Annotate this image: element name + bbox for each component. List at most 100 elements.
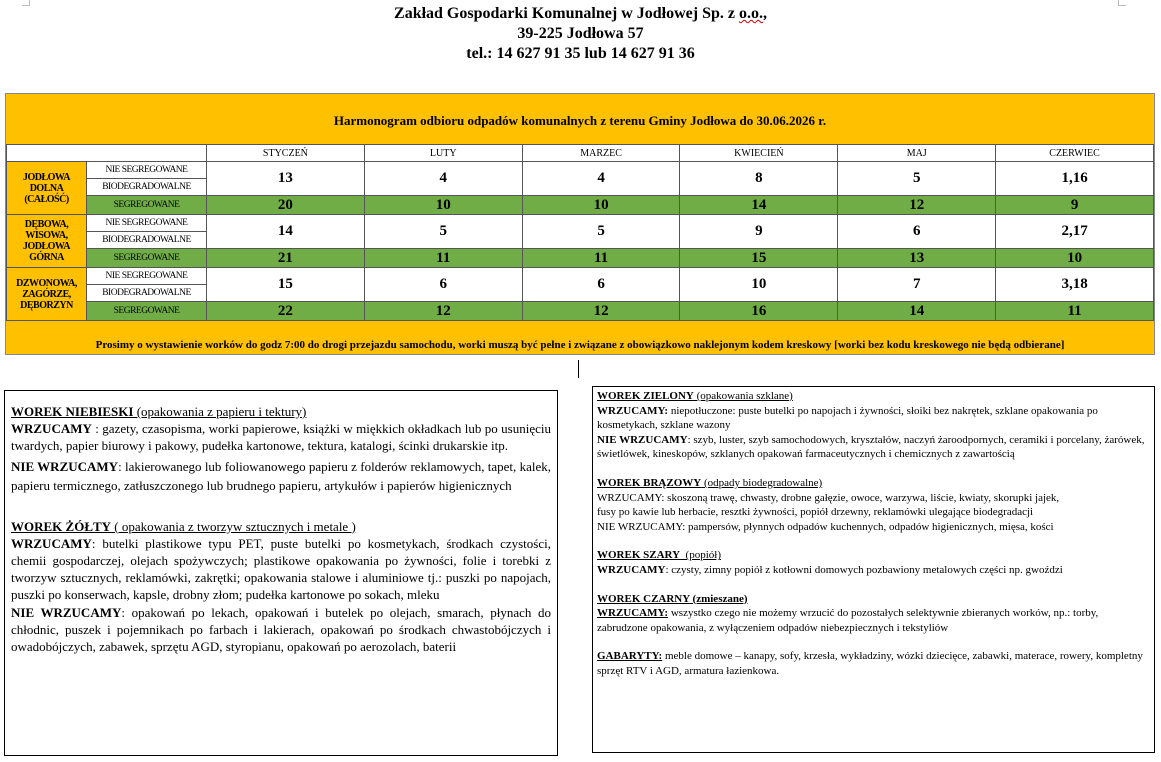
- right-info-box: WOREK ZIELONY (opakowania szklane) WRZUC…: [592, 386, 1155, 753]
- blue-bag-section: WOREK NIEBIESKI (opakowania z papieru i …: [11, 403, 551, 496]
- segregated-date: 14: [837, 301, 997, 321]
- grey-bag-subtitle: (popiół): [680, 549, 721, 562]
- schedule-footer-note: Prosimy o wystawienie worków do godz 7:0…: [95, 339, 1065, 351]
- blue-bag-title: WOREK NIEBIESKI: [11, 404, 134, 419]
- black-bag-section: WOREK CZARNY (zmieszane) WRZUCAMY: wszys…: [597, 592, 1150, 636]
- green-out-label: NIE WRZUCAMY: [597, 433, 688, 446]
- mixed-bio-date: 10: [679, 267, 839, 302]
- segregated-date: 9: [995, 195, 1154, 215]
- table-row: BIODEGRADOWALNE: [7, 178, 1154, 196]
- mixed-bio-date: 14: [206, 214, 365, 249]
- page-corner-mark: [1118, 0, 1126, 6]
- mixed-bio-date: 2,17: [995, 214, 1154, 249]
- yellow-out-text: : opakowań po lekach, opakowań i butelek…: [11, 604, 552, 655]
- segregated-date: 11: [363, 248, 523, 268]
- header-blank: [6, 144, 207, 162]
- segregated-date: 12: [363, 301, 523, 321]
- company-header: Zakład Gospodarki Komunalnej w Jodłowej …: [0, 4, 1161, 64]
- mixed-bio-date: 7: [837, 267, 997, 302]
- brown-bag-section: WOREK BRĄZOWY (odpady biodegradowalne) W…: [597, 476, 1150, 534]
- mixed-bio-date: 8: [679, 161, 839, 196]
- blue-in-text: : gazety, czasopisma, worki papierowe, k…: [11, 421, 551, 454]
- type-segregated: SEGREGOWANE: [86, 195, 207, 215]
- grey-in-text: : czysty, zimny popiół z kotłowni domowy…: [665, 563, 1063, 576]
- type-bio: BIODEGRADOWALNE: [86, 178, 207, 196]
- segregated-date: 22: [206, 301, 365, 321]
- segregated-date: 14: [679, 195, 839, 215]
- table-row: JODŁOWA DOLNA (CAŁOŚĆ) NIE SEGREGOWANE 13 4…: [6, 161, 1154, 215]
- mixed-bio-date: 4: [521, 161, 681, 196]
- table-row: DĘBOWA, WISOWA, JODŁOWA GÓRNA NIE SEGREGO…: [6, 214, 1154, 268]
- month-header: CZERWIEC: [995, 144, 1154, 162]
- mixed-bio-date: 13: [206, 161, 365, 196]
- black-bag-subtitle: (zmieszane): [689, 592, 748, 605]
- type-mixed: NIE SEGREGOWANE: [86, 267, 207, 285]
- mixed-bio-date: 5: [363, 214, 523, 249]
- yellow-in-label: WRZUCAMY: [11, 535, 92, 551]
- green-bag-subtitle: (opakowania szklane): [693, 390, 793, 402]
- yellow-out-label: NIE WRZUCAMY: [11, 604, 122, 620]
- region-name: JODŁOWA DOLNA (CAŁOŚĆ): [6, 161, 87, 215]
- company-phone: tel.: 14 627 91 35 lub 14 627 91 36: [466, 45, 695, 62]
- type-segregated: SEGREGOWANE: [86, 248, 207, 268]
- green-in-label: WRZUCAMY:: [597, 404, 669, 417]
- mixed-bio-date: 1,16: [995, 161, 1154, 196]
- grey-bag-title: WOREK SZARY: [597, 549, 681, 562]
- blue-bag-subtitle: (opakowania z papieru i tektury): [133, 404, 307, 419]
- region-name: DĘBOWA, WISOWA, JODŁOWA GÓRNA: [6, 214, 87, 268]
- mixed-bio-date: 4: [363, 161, 523, 196]
- mixed-bio-date: 5: [521, 214, 681, 249]
- black-in-label: WRZUCAMY:: [597, 607, 669, 620]
- blue-in-label: WRZUCAMY: [11, 421, 92, 437]
- yellow-bag-subtitle: ( opakowania z tworzyw sztucznych i meta…: [111, 518, 356, 534]
- segregated-date: 10: [363, 195, 523, 215]
- table-row: BIODEGRADOWALNE: [7, 231, 1154, 249]
- yellow-bag-section: WOREK ŻÓŁTY ( opakowania z tworzyw sztuc…: [11, 518, 551, 656]
- month-header: STYCZEŃ: [206, 144, 365, 162]
- mixed-bio-date: 6: [837, 214, 997, 249]
- type-bio: BIODEGRADOWALNE: [86, 284, 207, 302]
- yellow-in-text: : butelki plastikowe typu PET, puste but…: [11, 535, 551, 603]
- company-address: 39-225 Jodłowa 57: [517, 25, 644, 42]
- black-bag-title: WOREK CZARNY: [597, 592, 690, 605]
- month-header: MAJ: [837, 144, 997, 162]
- green-out-text: : szyb, luster, szyb samochodowych, krys…: [597, 433, 1145, 461]
- segregated-date: 15: [679, 248, 839, 268]
- blue-out-text: : lakierowanego lub foliowanowego papier…: [11, 458, 552, 494]
- schedule-table: STYCZEŃ LUTY MARZEC KWIECIEŃ MAJ CZERWIEC JODŁ…: [6, 144, 1154, 321]
- segregated-date: 13: [837, 248, 997, 268]
- segregated-date: 20: [206, 195, 365, 215]
- blue-out-label: NIE WRZUCAMY: [11, 458, 119, 474]
- yellow-bag-title: WOREK ŻÓŁTY: [11, 518, 112, 534]
- company-name: Zakład Gospodarki Komunalnej w Jodłowej …: [0, 4, 1161, 24]
- company-name-text: Zakład Gospodarki Komunalnej w Jodłowej …: [394, 5, 739, 22]
- segregated-date: 10: [521, 195, 681, 215]
- type-bio: BIODEGRADOWALNE: [86, 231, 207, 249]
- mixed-bio-date: 3,18: [995, 267, 1154, 302]
- mixed-bio-date: 9: [679, 214, 839, 249]
- month-header: KWIECIEŃ: [679, 144, 839, 162]
- segregated-date: 10: [995, 248, 1154, 268]
- segregated-date: 12: [837, 195, 997, 215]
- mixed-bio-date: 6: [363, 267, 523, 302]
- grey-in-label: WRZUCAMY: [597, 563, 666, 576]
- page-corner-mark: [22, 0, 30, 6]
- brown-bag-subtitle: (odpady biodegradowalne): [701, 476, 823, 489]
- brown-out-text: NIE WRZUCAMY: pampersów, płynnych odpadó…: [597, 520, 1054, 533]
- region-name: DZWONOWA, ZAGÓRZE, DĘBORZYN: [6, 267, 87, 321]
- segregated-date: 11: [521, 248, 681, 268]
- brown-bag-title: WOREK BRĄZOWY: [597, 476, 702, 489]
- bulky-waste-section: GABARYTY: meble domowe – kanapy, sofy, k…: [597, 649, 1150, 678]
- black-in-text: wszystko czego nie możemy wrzucić do poz…: [597, 607, 1099, 634]
- divider-line: [578, 360, 579, 378]
- type-mixed: NIE SEGREGOWANE: [86, 214, 207, 232]
- mixed-bio-date: 6: [521, 267, 681, 302]
- table-row: DZWONOWA, ZAGÓRZE, DĘBORZYN NIE SEGREGOWA…: [6, 267, 1154, 321]
- table-row: SEGREGOWANE 21 11 11 15 13 10: [7, 248, 1154, 268]
- table-row: SEGREGOWANE 20 10 10 14 12 9: [7, 195, 1154, 215]
- month-header: LUTY: [363, 144, 523, 162]
- month-header: MARZEC: [521, 144, 681, 162]
- table-row: SEGREGOWANE 22 12 12 16 14 11: [7, 301, 1154, 321]
- bulky-text: meble domowe – kanapy, sofy, krzesła, wy…: [597, 650, 1143, 677]
- schedule-title: Harmonogram odbioru odpadów komunalnych …: [333, 113, 827, 128]
